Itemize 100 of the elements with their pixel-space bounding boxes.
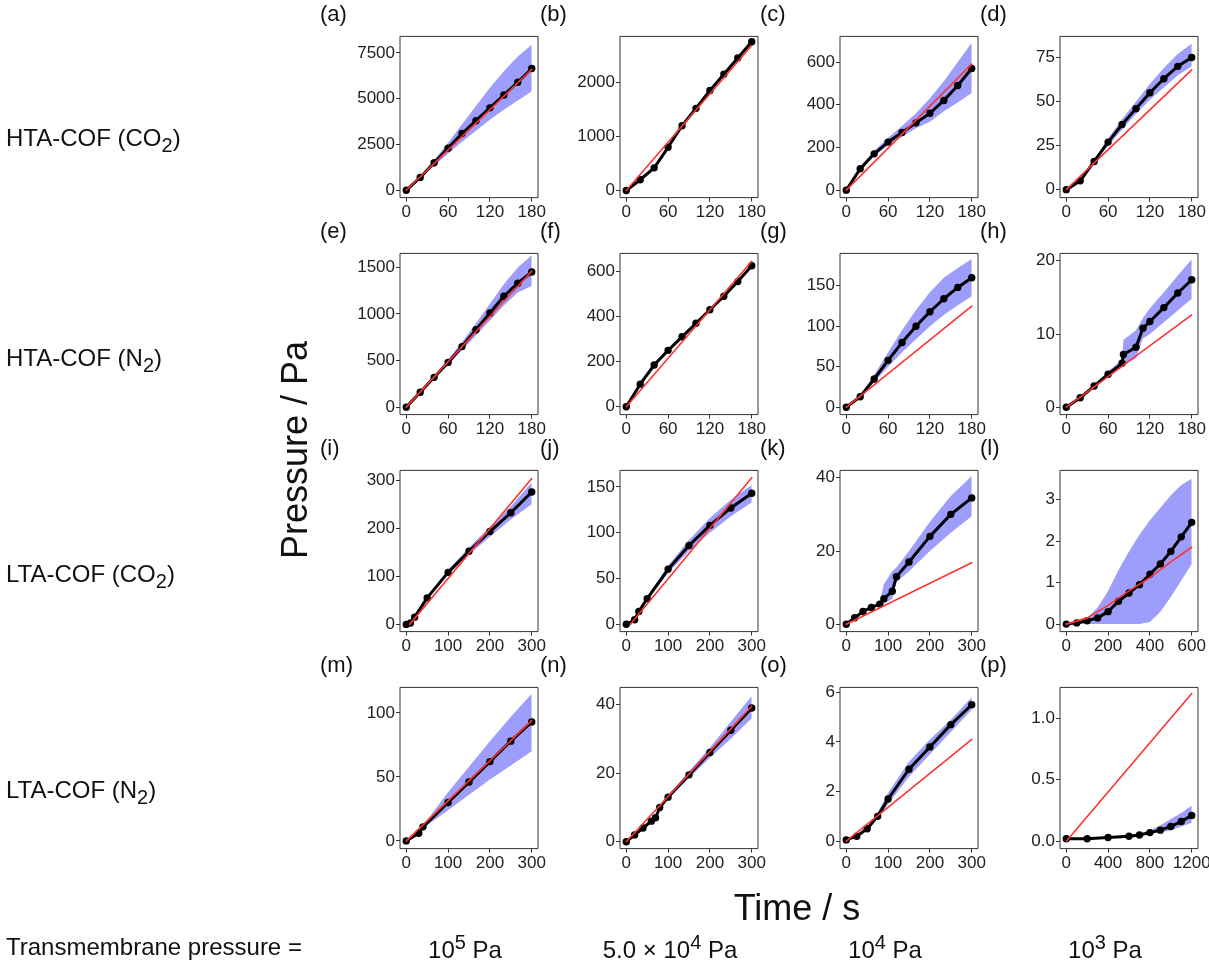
chart-title: (e) <box>320 218 347 244</box>
y-tick-label: 0 <box>605 613 615 633</box>
y-tick-label: 0 <box>385 396 395 416</box>
y-tick-label: 200 <box>806 137 835 157</box>
y-tick-label: 0.0 <box>1031 830 1055 850</box>
y-tick-label: 3 <box>1045 489 1055 509</box>
chart-title: (a) <box>320 1 347 27</box>
y-tick-label: 100 <box>586 522 615 542</box>
x-tick-label: 120 <box>915 202 945 222</box>
text: 10$^{3}$ Pa <box>1068 930 1142 964</box>
x-tick-label: 0 <box>1061 636 1072 656</box>
chart-title: (m) <box>320 652 353 678</box>
y-tick-label: 300 <box>366 469 395 489</box>
y-tick-label: 50 <box>596 568 615 588</box>
y-tick-label: 2 <box>825 781 835 801</box>
y-tick-label: 1000 <box>577 126 615 146</box>
x-tick-label: 120 <box>1135 419 1165 439</box>
x-tick-label: 120 <box>695 202 725 222</box>
y-tick-label: 40 <box>816 467 835 487</box>
text: 10$^{5}$ Pa <box>428 930 502 964</box>
y-tick-label: 7500 <box>357 42 395 62</box>
y-tick-label: 600 <box>806 51 835 71</box>
x-tick-label: 60 <box>658 419 678 439</box>
y-tick-label: 2000 <box>577 72 615 92</box>
y-tick-label: 400 <box>586 306 615 326</box>
x-tick-label: 100 <box>653 853 683 873</box>
x-tick-label: 0 <box>621 853 632 873</box>
text: LTA-COF (N$_{2}$) <box>6 776 157 809</box>
chart-title: (c) <box>760 1 786 27</box>
y-tick-label: 0 <box>385 179 395 199</box>
y-tick-label: 100 <box>366 565 395 585</box>
text: 5.0 × 10$^{4}$ Pa <box>602 930 738 964</box>
y-tick-label: 40 <box>596 694 615 714</box>
y-tick-label: 0 <box>385 614 395 634</box>
x-tick-label: 60 <box>878 202 898 222</box>
y-tick-label: 1.0 <box>1031 707 1055 727</box>
x-tick-label: 100 <box>433 853 463 873</box>
y-tick-label: 0 <box>1045 179 1055 199</box>
y-tick-label: 2 <box>1045 530 1055 550</box>
x-tick-label: 0 <box>841 636 852 656</box>
x-tick-label: 200 <box>475 636 505 656</box>
x-tick-label: 0 <box>1061 202 1072 222</box>
chart-title: (i) <box>320 435 340 461</box>
text: HTA-COF (N$_{2}$) <box>6 344 162 377</box>
y-tick-label: 0 <box>825 179 835 199</box>
x-tick-label: 120 <box>475 419 505 439</box>
x-tick-label: 60 <box>1098 419 1118 439</box>
x-tick-label: 60 <box>438 419 458 439</box>
x-tick-label: 300 <box>517 853 546 873</box>
x-tick-label: 60 <box>438 202 458 222</box>
x-tick-label: 180 <box>1177 202 1206 222</box>
x-tick-label: 0 <box>401 636 412 656</box>
text: HTA-COF (CO$_{2}$) <box>6 124 181 157</box>
x-tick-label: 60 <box>658 202 678 222</box>
x-tick-label: 120 <box>695 419 725 439</box>
y-tick-label: 0 <box>1045 396 1055 416</box>
y-tick-label: 0 <box>825 613 835 633</box>
chart-title: (b) <box>540 1 567 27</box>
text: Pressure / Pa <box>274 340 316 560</box>
x-tick-label: 0 <box>841 853 852 873</box>
x-tick-label: 200 <box>695 636 725 656</box>
y-tick-label: 1500 <box>357 257 395 277</box>
x-tick-label: 100 <box>653 636 683 656</box>
y-tick-label: 5000 <box>357 88 395 108</box>
y-tick-label: 20 <box>596 762 615 782</box>
x-tick-label: 0 <box>621 202 632 222</box>
x-tick-label: 0 <box>621 419 632 439</box>
x-tick-label: 300 <box>957 853 986 873</box>
y-tick-label: 0 <box>825 397 835 416</box>
x-tick-label: 0 <box>401 202 412 222</box>
y-tick-label: 0 <box>605 831 615 851</box>
x-tick-label: 120 <box>1135 202 1165 222</box>
text: Transmembrane pressure = <box>6 933 302 961</box>
x-tick-label: 200 <box>1093 636 1123 656</box>
x-tick-label: 800 <box>1135 853 1165 873</box>
y-tick-label: 0 <box>385 830 395 850</box>
y-tick-label: 1 <box>1045 572 1055 592</box>
x-tick-label: 400 <box>1093 853 1123 873</box>
x-tick-label: 60 <box>1098 202 1118 222</box>
text: 10$^{4}$ Pa <box>848 930 922 964</box>
x-tick-label: 0 <box>1061 419 1072 439</box>
y-tick-label: 75 <box>1036 47 1055 67</box>
y-tick-label: 0 <box>605 180 615 200</box>
x-tick-label: 120 <box>915 419 945 439</box>
y-tick-label: 50 <box>1036 91 1055 111</box>
x-tick-label: 200 <box>475 853 505 873</box>
x-tick-label: 120 <box>475 202 505 222</box>
y-tick-label: 600 <box>586 261 615 281</box>
x-tick-label: 0 <box>621 636 632 656</box>
x-tick-label: 200 <box>915 636 945 656</box>
x-tick-label: 60 <box>878 419 898 439</box>
y-tick-label: 500 <box>366 350 395 370</box>
chart-title: (d) <box>980 1 1007 27</box>
y-tick-label: 20 <box>816 540 835 560</box>
y-tick-label: 4 <box>825 731 835 751</box>
x-tick-label: 0 <box>841 202 852 222</box>
y-tick-label: 50 <box>816 356 835 376</box>
x-tick-label: 0 <box>1061 853 1072 873</box>
x-tick-label: 200 <box>695 853 725 873</box>
y-tick-label: 0 <box>1045 613 1055 633</box>
